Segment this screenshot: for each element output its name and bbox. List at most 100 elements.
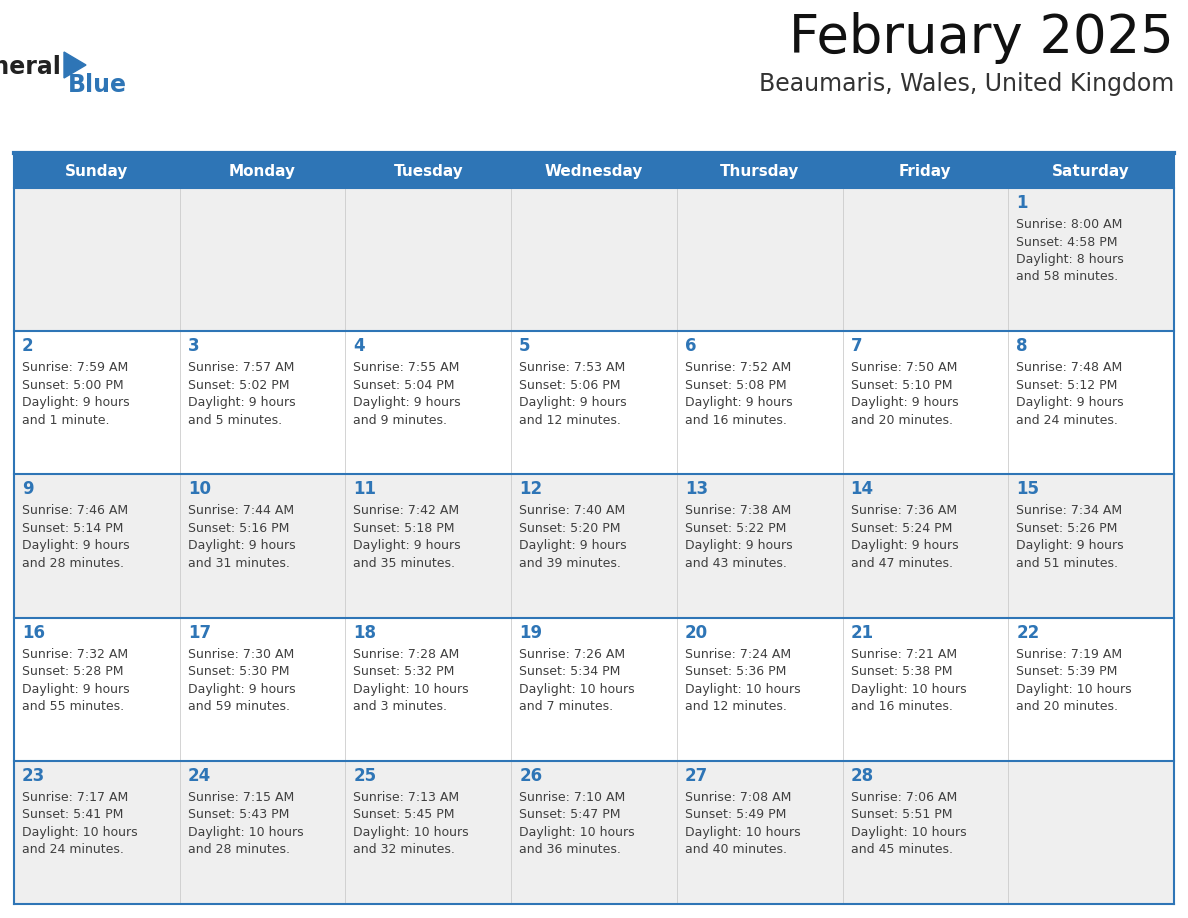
Text: and 28 minutes.: and 28 minutes. [23, 557, 124, 570]
Text: Blue: Blue [68, 73, 127, 97]
Text: Monday: Monday [229, 164, 296, 179]
Text: Wednesday: Wednesday [545, 164, 643, 179]
Text: Daylight: 9 hours: Daylight: 9 hours [353, 540, 461, 553]
Text: Daylight: 9 hours: Daylight: 9 hours [23, 540, 129, 553]
Text: Daylight: 9 hours: Daylight: 9 hours [684, 540, 792, 553]
Text: Sunrise: 7:21 AM: Sunrise: 7:21 AM [851, 647, 956, 661]
Bar [14, 188, 1174, 331]
Text: Daylight: 9 hours: Daylight: 9 hours [188, 397, 296, 409]
Text: Sunrise: 7:50 AM: Sunrise: 7:50 AM [851, 361, 958, 375]
Text: Sunset: 5:10 PM: Sunset: 5:10 PM [851, 379, 952, 392]
Text: 20: 20 [684, 623, 708, 642]
Text: Daylight: 10 hours: Daylight: 10 hours [684, 683, 801, 696]
Text: Daylight: 9 hours: Daylight: 9 hours [851, 540, 959, 553]
Text: Sunrise: 7:55 AM: Sunrise: 7:55 AM [353, 361, 460, 375]
Text: Sunset: 5:18 PM: Sunset: 5:18 PM [353, 522, 455, 535]
Text: and 16 minutes.: and 16 minutes. [851, 700, 953, 713]
Text: and 9 minutes.: and 9 minutes. [353, 414, 448, 427]
Text: Sunrise: 7:10 AM: Sunrise: 7:10 AM [519, 790, 625, 804]
Text: Sunset: 4:58 PM: Sunset: 4:58 PM [1016, 236, 1118, 249]
Bar [14, 761, 1174, 904]
Text: Daylight: 9 hours: Daylight: 9 hours [851, 397, 959, 409]
Text: 6: 6 [684, 337, 696, 355]
Text: General: General [0, 55, 62, 79]
Text: Daylight: 8 hours: Daylight: 8 hours [1016, 253, 1124, 266]
Text: 22: 22 [1016, 623, 1040, 642]
Text: Sunset: 5:47 PM: Sunset: 5:47 PM [519, 809, 620, 822]
Bar [14, 331, 1174, 475]
Text: and 35 minutes.: and 35 minutes. [353, 557, 455, 570]
Text: Thursday: Thursday [720, 164, 800, 179]
Text: and 12 minutes.: and 12 minutes. [684, 700, 786, 713]
Text: Friday: Friday [899, 164, 952, 179]
Text: Sunset: 5:51 PM: Sunset: 5:51 PM [851, 809, 952, 822]
Text: Beaumaris, Wales, United Kingdom: Beaumaris, Wales, United Kingdom [759, 72, 1174, 96]
Text: Sunrise: 7:48 AM: Sunrise: 7:48 AM [1016, 361, 1123, 375]
Text: 25: 25 [353, 767, 377, 785]
Text: and 24 minutes.: and 24 minutes. [23, 844, 124, 856]
Text: Sunrise: 7:30 AM: Sunrise: 7:30 AM [188, 647, 293, 661]
Text: Sunrise: 7:13 AM: Sunrise: 7:13 AM [353, 790, 460, 804]
Text: Daylight: 10 hours: Daylight: 10 hours [1016, 683, 1132, 696]
Text: Daylight: 9 hours: Daylight: 9 hours [519, 540, 627, 553]
Text: 1: 1 [1016, 194, 1028, 212]
Text: Sunset: 5:32 PM: Sunset: 5:32 PM [353, 666, 455, 678]
Text: and 1 minute.: and 1 minute. [23, 414, 109, 427]
Text: Sunset: 5:41 PM: Sunset: 5:41 PM [23, 809, 124, 822]
Text: 2: 2 [23, 337, 33, 355]
Text: Sunset: 5:36 PM: Sunset: 5:36 PM [684, 666, 786, 678]
Text: and 40 minutes.: and 40 minutes. [684, 844, 786, 856]
Text: 14: 14 [851, 480, 873, 498]
Text: Sunset: 5:06 PM: Sunset: 5:06 PM [519, 379, 620, 392]
Text: Daylight: 9 hours: Daylight: 9 hours [188, 540, 296, 553]
Text: Sunrise: 7:06 AM: Sunrise: 7:06 AM [851, 790, 956, 804]
Text: Sunrise: 7:26 AM: Sunrise: 7:26 AM [519, 647, 625, 661]
Text: 5: 5 [519, 337, 531, 355]
Text: and 20 minutes.: and 20 minutes. [1016, 700, 1118, 713]
Text: Daylight: 10 hours: Daylight: 10 hours [851, 683, 966, 696]
Text: and 20 minutes.: and 20 minutes. [851, 414, 953, 427]
Text: Daylight: 10 hours: Daylight: 10 hours [188, 826, 303, 839]
Text: and 58 minutes.: and 58 minutes. [1016, 271, 1118, 284]
Text: 19: 19 [519, 623, 542, 642]
Text: Tuesday: Tuesday [393, 164, 463, 179]
Text: Sunrise: 7:17 AM: Sunrise: 7:17 AM [23, 790, 128, 804]
Text: Daylight: 9 hours: Daylight: 9 hours [1016, 397, 1124, 409]
Text: Sunset: 5:39 PM: Sunset: 5:39 PM [1016, 666, 1118, 678]
Text: Daylight: 9 hours: Daylight: 9 hours [23, 397, 129, 409]
Text: 11: 11 [353, 480, 377, 498]
Bar [14, 618, 1174, 761]
Text: Sunrise: 7:57 AM: Sunrise: 7:57 AM [188, 361, 295, 375]
Text: and 12 minutes.: and 12 minutes. [519, 414, 621, 427]
Text: Sunset: 5:38 PM: Sunset: 5:38 PM [851, 666, 952, 678]
Text: Sunset: 5:28 PM: Sunset: 5:28 PM [23, 666, 124, 678]
Text: Daylight: 9 hours: Daylight: 9 hours [23, 683, 129, 696]
Text: Daylight: 10 hours: Daylight: 10 hours [519, 826, 634, 839]
Text: 9: 9 [23, 480, 33, 498]
Text: Daylight: 9 hours: Daylight: 9 hours [519, 397, 627, 409]
Text: Sunset: 5:00 PM: Sunset: 5:00 PM [23, 379, 124, 392]
Text: Sunday: Sunday [65, 164, 128, 179]
Text: Daylight: 10 hours: Daylight: 10 hours [353, 683, 469, 696]
Text: and 43 minutes.: and 43 minutes. [684, 557, 786, 570]
Text: Sunrise: 7:24 AM: Sunrise: 7:24 AM [684, 647, 791, 661]
Text: and 36 minutes.: and 36 minutes. [519, 844, 621, 856]
Text: Saturday: Saturday [1053, 164, 1130, 179]
Text: Daylight: 9 hours: Daylight: 9 hours [684, 397, 792, 409]
Bar [14, 475, 1174, 618]
Text: Sunset: 5:16 PM: Sunset: 5:16 PM [188, 522, 289, 535]
Text: Sunrise: 7:53 AM: Sunrise: 7:53 AM [519, 361, 625, 375]
Text: 21: 21 [851, 623, 873, 642]
Text: Sunrise: 7:15 AM: Sunrise: 7:15 AM [188, 790, 293, 804]
Text: Sunrise: 7:08 AM: Sunrise: 7:08 AM [684, 790, 791, 804]
Text: and 7 minutes.: and 7 minutes. [519, 700, 613, 713]
Text: Sunset: 5:26 PM: Sunset: 5:26 PM [1016, 522, 1118, 535]
Text: Sunset: 5:08 PM: Sunset: 5:08 PM [684, 379, 786, 392]
Text: 7: 7 [851, 337, 862, 355]
Text: Sunrise: 7:36 AM: Sunrise: 7:36 AM [851, 504, 956, 518]
Text: Sunset: 5:34 PM: Sunset: 5:34 PM [519, 666, 620, 678]
Text: 27: 27 [684, 767, 708, 785]
Text: Sunset: 5:49 PM: Sunset: 5:49 PM [684, 809, 786, 822]
Text: Sunset: 5:02 PM: Sunset: 5:02 PM [188, 379, 289, 392]
Text: Daylight: 9 hours: Daylight: 9 hours [353, 397, 461, 409]
